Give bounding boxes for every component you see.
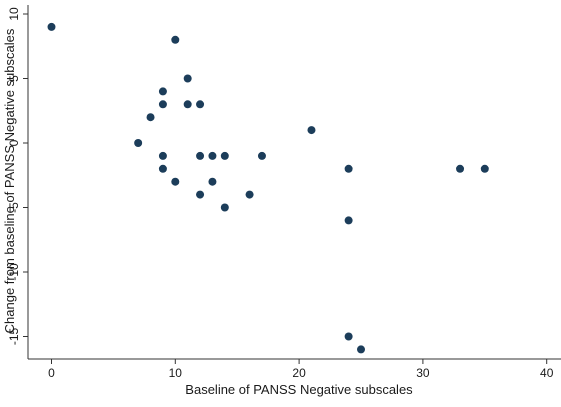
x-tick-label: 40 bbox=[540, 366, 554, 380]
y-axis-title: Change from baseline of PANSS Negative s… bbox=[2, 28, 17, 333]
y-tick-label: -15 bbox=[7, 328, 21, 346]
data-point bbox=[146, 113, 155, 122]
x-tick-label: 10 bbox=[169, 366, 183, 380]
data-point bbox=[307, 126, 316, 135]
data-point bbox=[47, 22, 56, 31]
data-point bbox=[357, 345, 365, 354]
data-point bbox=[196, 190, 205, 199]
data-point bbox=[183, 74, 192, 83]
data-point bbox=[196, 100, 205, 109]
x-axis-title: Baseline of PANSS Negative subscales bbox=[185, 382, 413, 397]
data-point bbox=[344, 332, 353, 341]
data-point bbox=[208, 177, 217, 186]
y-tick-label: 5 bbox=[7, 75, 21, 82]
data-point bbox=[134, 139, 143, 147]
data-point bbox=[171, 35, 180, 44]
x-tick-label: 0 bbox=[48, 366, 55, 380]
data-point bbox=[480, 164, 489, 173]
x-tick-label: 20 bbox=[292, 366, 306, 380]
y-tick-label: -10 bbox=[7, 263, 21, 281]
data-point bbox=[208, 151, 217, 160]
y-tick-label: 0 bbox=[7, 139, 21, 146]
x-ticks: 0 10 20 30 40 bbox=[48, 359, 554, 380]
data-point bbox=[220, 203, 229, 212]
data-point bbox=[158, 87, 167, 96]
data-points bbox=[47, 22, 489, 354]
data-point bbox=[456, 164, 465, 173]
data-point bbox=[257, 151, 266, 160]
data-point bbox=[196, 151, 205, 160]
data-point bbox=[344, 164, 353, 173]
data-point bbox=[171, 177, 180, 186]
data-point bbox=[183, 100, 192, 109]
y-tick-label: 10 bbox=[7, 7, 21, 21]
data-point bbox=[245, 190, 254, 199]
data-point bbox=[344, 216, 353, 225]
data-point bbox=[158, 164, 167, 173]
data-point bbox=[158, 151, 167, 160]
y-tick-label: -5 bbox=[7, 202, 21, 213]
x-tick-label: 30 bbox=[416, 366, 430, 380]
data-point bbox=[220, 151, 229, 160]
y-ticks: 10 5 0 -5 -10 -15 bbox=[7, 7, 28, 345]
data-point bbox=[158, 100, 167, 109]
